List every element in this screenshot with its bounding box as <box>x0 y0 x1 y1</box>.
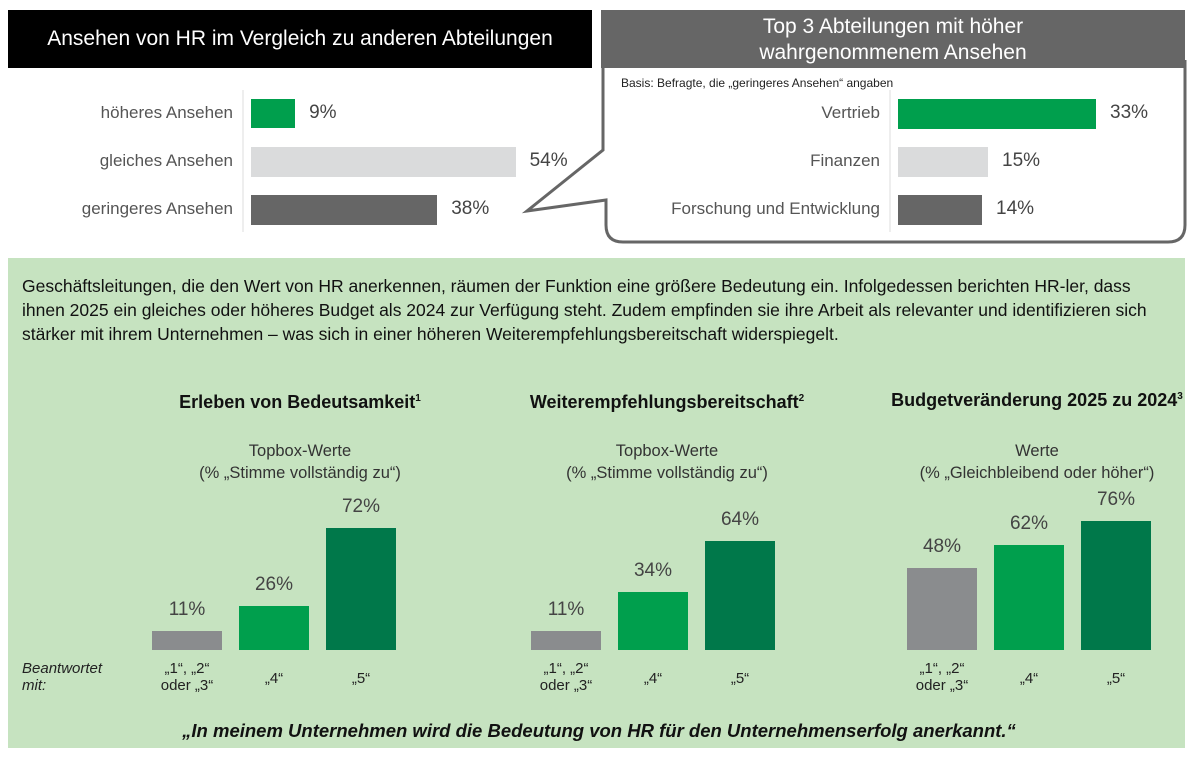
footnote-marker: 3 <box>1177 391 1183 402</box>
footnote-marker: 2 <box>798 393 805 404</box>
chart-title: Budgetveränderung 2025 zu 20243 <box>887 386 1187 411</box>
value-label: 76% <box>1096 488 1136 510</box>
bar <box>152 631 222 650</box>
chart-title: Weiterempfehlungsbereitschaft2 <box>477 388 857 413</box>
value-label: 48% <box>922 536 962 558</box>
bar <box>898 99 1096 129</box>
intro-text: Geschäftsleitungen, die den Wert von HR … <box>22 276 1147 344</box>
value-label: 34% <box>633 560 673 582</box>
category-label: höheres Ansehen <box>100 103 233 122</box>
category-label: Finanzen <box>810 151 880 170</box>
bar <box>618 592 688 650</box>
value-label: 15% <box>1002 150 1041 171</box>
chart-subtitle: Werte <box>1015 442 1059 460</box>
category-label: gleiches Ansehen <box>99 151 233 170</box>
bar <box>898 195 982 225</box>
bar <box>705 541 775 650</box>
bar <box>898 147 988 177</box>
chart-title-text: Weiterempfehlungsbereitschaft <box>529 392 799 412</box>
bar <box>1081 520 1151 650</box>
value-label: 26% <box>254 573 294 595</box>
value-label: 62% <box>1009 512 1049 534</box>
bar <box>326 527 396 650</box>
value-label: 33% <box>1110 102 1149 123</box>
category-label-line: oder „3“ <box>539 677 593 694</box>
category-label-line: „4“ <box>1019 670 1039 687</box>
category-label-line: „1“, „2“ <box>543 660 589 677</box>
bar <box>994 544 1064 650</box>
chart-subtitle: (% „Gleichbleibend oder höher“) <box>919 464 1155 482</box>
bar <box>531 631 601 650</box>
value-label: 11% <box>547 599 585 621</box>
chart-subtitle: Topbox-Werte <box>248 442 352 460</box>
title-text: Top 3 Abteilungen mit höher wahrgenommen… <box>759 15 1027 64</box>
category-label-line: „4“ <box>643 670 663 687</box>
category-label: „4“ <box>229 670 319 687</box>
chart-subtitle: (% „Stimme vollständig zu“) <box>566 464 768 482</box>
category-label-line: „5“ <box>730 670 750 687</box>
chart-title-hr-reputation: Ansehen von HR im Vergleich zu anderen A… <box>8 10 592 68</box>
value-label: 64% <box>720 509 760 531</box>
category-label: „1“, „2“ oder „3“ <box>142 660 232 694</box>
category-label: „5“ <box>1071 670 1161 687</box>
bar <box>239 605 309 650</box>
category-label-line: „5“ <box>351 670 371 687</box>
category-label-line: oder „3“ <box>160 677 214 694</box>
category-label: „1“, „2“ oder „3“ <box>897 660 987 694</box>
footnote-marker: 1 <box>415 393 421 404</box>
basis-note: Basis: Befragte, die „geringeres Ansehen… <box>621 76 894 90</box>
chart-title-text: Erleben von Bedeutsamkeit <box>179 392 416 412</box>
category-label: „4“ <box>984 670 1074 687</box>
chart-title-text: Budgetveränderung 2025 zu 2024 <box>891 390 1178 410</box>
chart-title: Erleben von Bedeutsamkeit1 <box>110 388 490 413</box>
chart-subtitle: (% „Stimme vollständig zu“) <box>199 464 401 482</box>
category-label: „5“ <box>316 670 406 687</box>
category-label: „1“, „2“ oder „3“ <box>521 660 611 694</box>
quote: „In meinem Unternehmen wird die Bedeutun… <box>182 720 1016 741</box>
category-label-line: „1“, „2“ <box>919 660 965 677</box>
bar <box>907 568 977 650</box>
category-label: Vertrieb <box>821 103 880 122</box>
answered-with-label: Beantwortet mit: <box>22 660 103 694</box>
category-label: Forschung und Entwicklung <box>671 199 880 218</box>
bar <box>251 147 516 177</box>
value-label: 14% <box>996 198 1035 219</box>
category-label-line: „1“, „2“ <box>164 660 210 677</box>
category-label: „5“ <box>695 670 785 687</box>
value-label: 9% <box>309 102 337 123</box>
bar <box>251 195 438 225</box>
value-label: 54% <box>529 150 568 171</box>
value-label: 38% <box>451 198 490 219</box>
category-label-line: „5“ <box>1106 670 1126 687</box>
category-label-line: oder „3“ <box>915 677 969 694</box>
green-panel <box>8 258 1185 748</box>
category-label-line: „4“ <box>264 670 284 687</box>
value-label: 72% <box>341 495 381 517</box>
value-label: 11% <box>168 599 206 621</box>
category-label: „4“ <box>608 670 698 687</box>
chart-title-top3: Top 3 Abteilungen mit höher wahrgenommen… <box>601 10 1185 68</box>
category-label: geringeres Ansehen <box>81 199 233 218</box>
chart-subtitle: Topbox-Werte <box>615 442 719 460</box>
bar <box>251 99 296 128</box>
